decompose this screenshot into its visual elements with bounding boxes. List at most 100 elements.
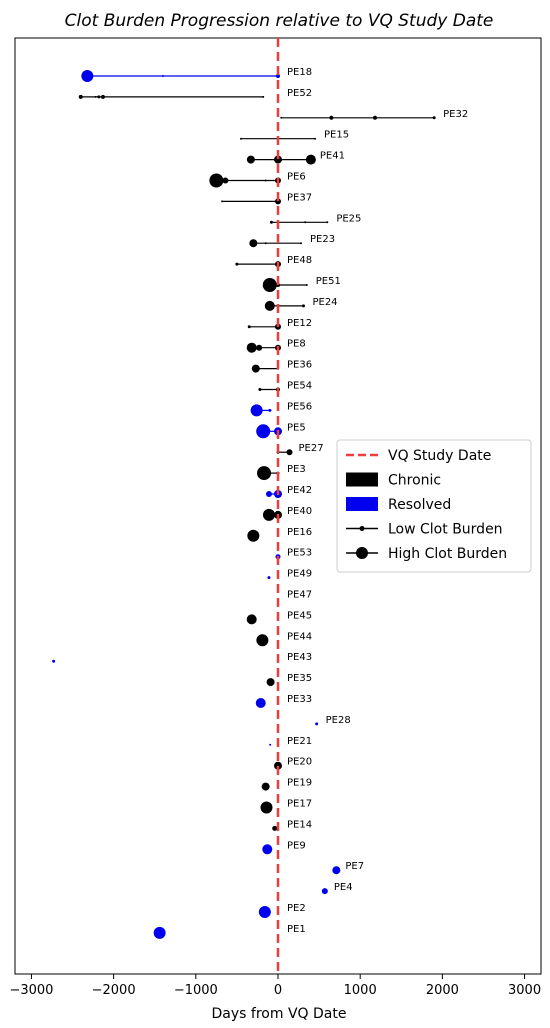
patient-label: PE45	[287, 610, 312, 621]
patient-label: PE19	[287, 778, 312, 789]
patient-label: PE27	[299, 443, 324, 454]
data-point	[432, 116, 436, 120]
patient-row: PE56	[250, 401, 312, 417]
legend-label: Chronic	[388, 473, 441, 489]
patient-label: PE1	[287, 924, 306, 935]
data-point	[94, 95, 97, 98]
data-point	[256, 634, 269, 647]
data-point	[264, 179, 267, 182]
patient-label: PE43	[287, 652, 312, 663]
legend-label: Low Clot Burden	[388, 522, 503, 538]
data-point	[97, 95, 101, 99]
patient-label: PE51	[316, 276, 341, 287]
patient-label: PE2	[287, 903, 306, 914]
data-point	[246, 155, 255, 164]
patient-row: PE25	[269, 213, 361, 224]
patient-row: PE17	[260, 799, 312, 814]
patient-label: PE25	[336, 213, 361, 224]
patient-label: PE17	[287, 799, 312, 810]
patient-row: PE40	[262, 506, 312, 521]
patient-row: PE54	[258, 381, 312, 392]
data-point	[260, 801, 273, 814]
data-point	[251, 364, 260, 373]
data-point	[249, 239, 258, 248]
data-point	[209, 173, 224, 188]
patient-row: PE15	[240, 130, 349, 141]
patient-row: PE52	[78, 88, 312, 99]
legend-entry: VQ Study Date	[346, 448, 491, 464]
data-point	[304, 221, 307, 224]
x-tick-label: −2000	[92, 983, 136, 998]
patient-row: PE19	[261, 778, 312, 791]
patient-row: PE47	[287, 590, 312, 601]
patient-label: PE21	[287, 736, 312, 747]
patient-label: PE53	[287, 548, 312, 559]
patient-row: PE42	[265, 485, 312, 498]
data-point	[264, 242, 267, 245]
patient-row: PE18	[81, 67, 312, 82]
patient-label: PE3	[287, 464, 306, 475]
x-tick-label: 0	[274, 983, 282, 998]
patient-row: PE1	[153, 924, 306, 939]
patient-label: PE5	[287, 422, 306, 433]
data-point	[372, 115, 377, 120]
data-point	[264, 300, 275, 311]
data-point	[240, 137, 243, 140]
patient-label: PE14	[287, 819, 312, 830]
patient-label: PE37	[287, 192, 312, 203]
data-point	[313, 137, 316, 140]
legend-label: Resolved	[388, 497, 451, 513]
patient-label: PE9	[287, 840, 306, 851]
patient-row: PE27	[276, 443, 324, 456]
patient-label: PE24	[312, 297, 337, 308]
patient-row: PE8	[246, 339, 306, 353]
data-point	[247, 529, 260, 542]
data-point	[262, 844, 273, 855]
patient-label: PE7	[345, 861, 364, 872]
data-point	[222, 177, 229, 184]
patient-row: PE33	[255, 694, 312, 708]
patient-row: PE14	[272, 819, 312, 831]
data-point	[250, 404, 263, 417]
data-point	[262, 508, 275, 521]
data-point	[268, 408, 272, 412]
x-axis: −3000 −2000 −1000 0 1000 2000 3000	[9, 974, 541, 998]
legend-swatch-marker	[356, 547, 368, 559]
patient-label: PE48	[287, 255, 312, 266]
patient-row: PE48	[235, 255, 312, 268]
patient-row: PE53	[275, 548, 312, 560]
patient-row: PE49	[267, 569, 312, 580]
patient-row: PE20	[274, 757, 312, 770]
patient-label: PE12	[287, 318, 312, 329]
legend-label: High Clot Burden	[388, 546, 507, 562]
patient-row: PE41	[246, 151, 345, 165]
patient-label: PE15	[324, 130, 349, 141]
patient-row: PE24	[264, 297, 338, 311]
data-point	[269, 220, 273, 224]
data-point	[266, 678, 275, 687]
patient-label: PE35	[287, 673, 312, 684]
legend-swatch-patch	[346, 497, 378, 511]
patient-label: PE56	[287, 401, 312, 412]
data-point	[332, 866, 341, 875]
legend-entry: Chronic	[346, 472, 441, 489]
patient-label: PE33	[287, 694, 312, 705]
legend: VQ Study Date Chronic Resolved Low Clot Bur…	[336, 439, 532, 573]
patient-row: PE28	[315, 715, 351, 726]
x-tick-label: −1000	[174, 983, 218, 998]
patient-row: PE32	[280, 109, 468, 120]
data-point	[100, 94, 105, 99]
patient-row: PE51	[262, 276, 341, 292]
patient-label: PE42	[287, 485, 312, 496]
data-point	[52, 659, 56, 663]
data-point	[257, 466, 272, 481]
patient-row: PE5	[256, 422, 306, 439]
patient-label: PE52	[287, 88, 312, 99]
data-point	[258, 906, 271, 918]
data-point	[272, 825, 278, 831]
data-point	[161, 75, 164, 77]
data-point	[275, 198, 281, 205]
data-point	[262, 95, 265, 98]
